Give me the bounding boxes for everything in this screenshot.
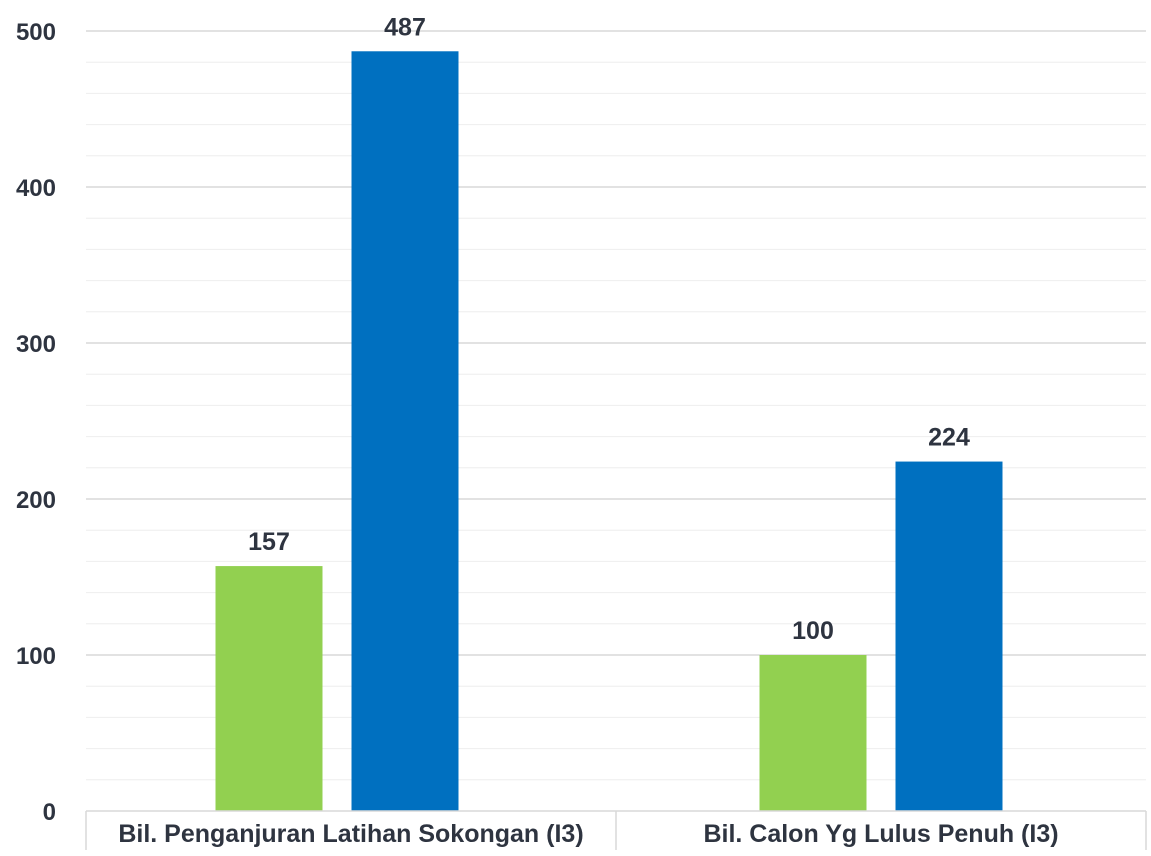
bar [895,461,1003,811]
data-label: 157 [248,528,290,556]
data-label: 100 [792,617,834,645]
data-label: 487 [384,13,426,41]
x-tick-label: Bil. Calon Yg Lulus Penuh (I3) [703,820,1058,848]
bar [351,51,459,811]
data-label: 224 [928,424,970,452]
bars [215,51,1003,811]
bar [759,655,867,811]
bar [215,566,323,811]
y-tick-label: 100 [16,643,56,670]
x-axis: Bil. Penganjuran Latihan Sokongan (I3) Bi… [85,810,1147,850]
y-tick-label: 0 [43,799,56,826]
y-tick-label: 300 [16,331,56,358]
data-labels: 157 487 100 224 [248,13,970,645]
x-tick-label: Bil. Penganjuran Latihan Sokongan (I3) [118,820,583,848]
y-tick-label: 500 [16,19,56,46]
y-tick-label: 400 [16,175,56,202]
y-tick-label: 200 [16,487,56,514]
y-axis: 0 100 200 300 400 500 [16,19,56,826]
